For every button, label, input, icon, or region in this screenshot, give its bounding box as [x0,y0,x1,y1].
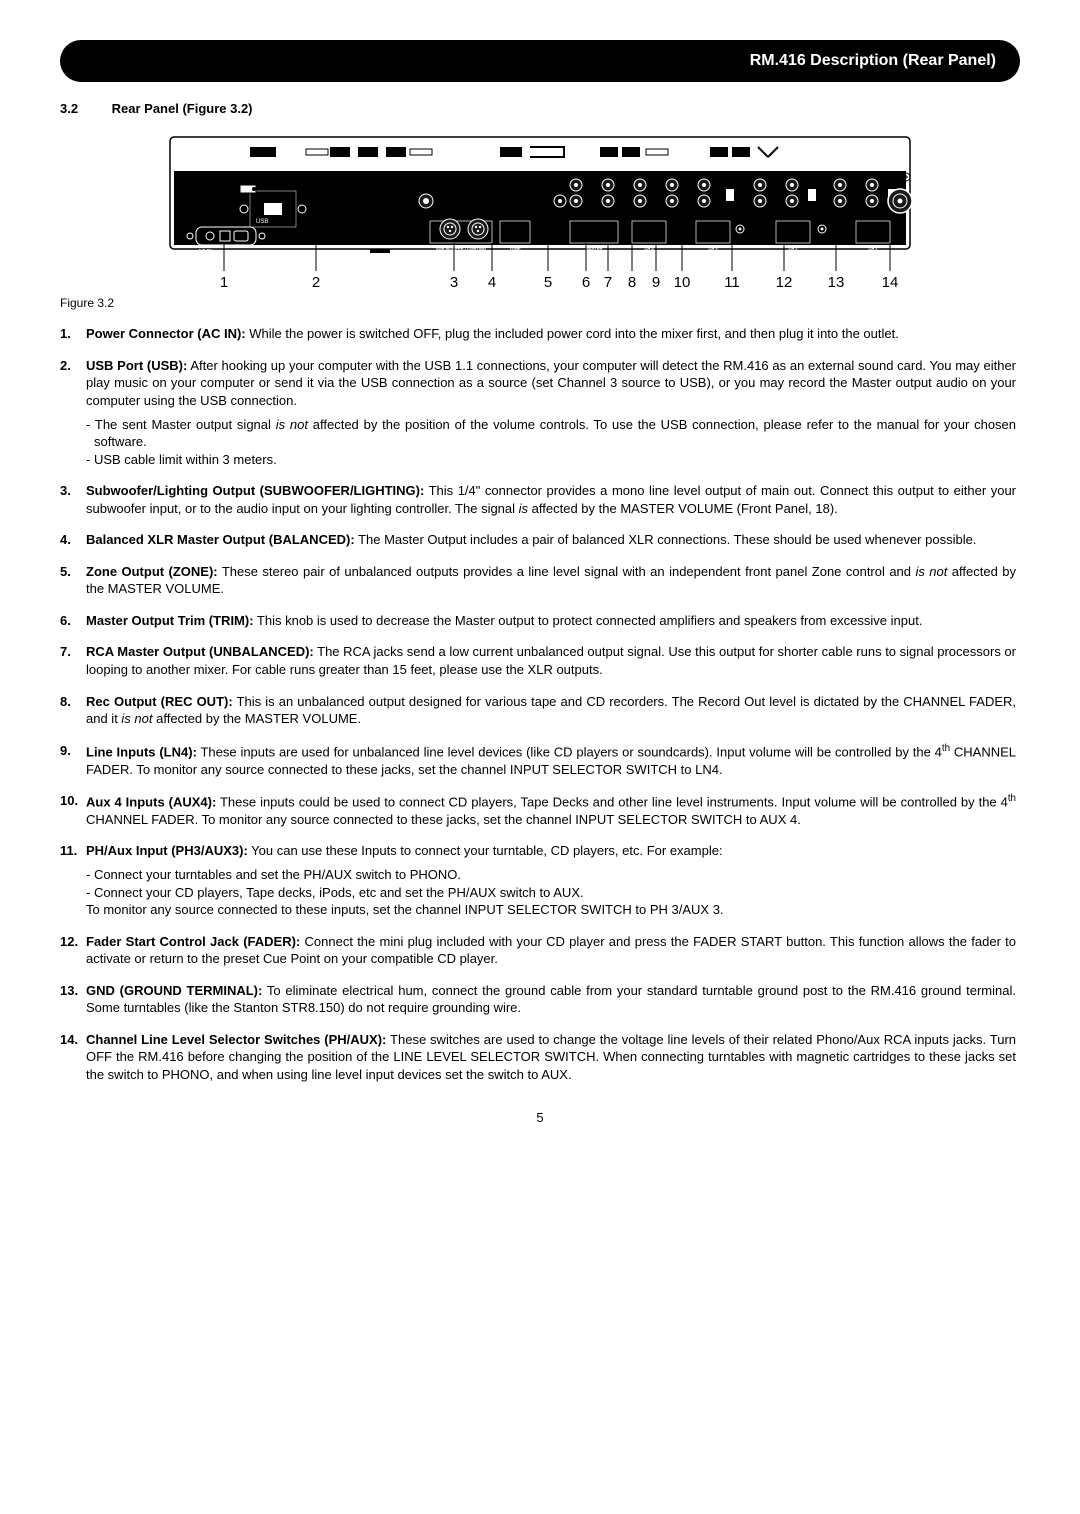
item-number: 9. [60,742,86,760]
section-paren: (Figure 3.2) [179,101,253,116]
item-number: 2. [60,357,86,375]
svg-text:7: 7 [604,274,612,291]
svg-text:CH 4: CH 4 [644,246,654,251]
item-number: 13. [60,982,86,1000]
item-body: Rec Output (REC OUT): This is an unbalan… [86,693,1016,728]
section-number: 3.2 [60,100,108,118]
list-item: 13.GND (GROUND TERMINAL): To eliminate e… [60,982,1020,1017]
item-subline: - Connect your CD players, Tape decks, i… [86,884,1016,902]
svg-text:ZONE: ZONE [509,246,520,251]
svg-text:3: 3 [450,274,458,291]
item-number: 4. [60,531,86,549]
item-number: 12. [60,933,86,951]
item-number: 1. [60,325,86,343]
svg-text:4: 4 [488,274,496,291]
item-body: Aux 4 Inputs (AUX4): These inputs could … [86,792,1016,828]
svg-text:9: 9 [652,274,660,291]
svg-text:2: 2 [312,274,320,291]
rear-panel-diagram: USB AC IN~ SUB WOOFER / LIGHTING ZONE MASTER… [130,131,950,291]
svg-text:CH 1: CH 1 [868,246,878,251]
item-number: 3. [60,482,86,500]
item-body: PH/Aux Input (PH3/AUX3): You can use the… [86,842,1016,918]
svg-text:1: 1 [220,274,228,291]
item-body: RCA Master Output (UNBALANCED): The RCA … [86,643,1016,678]
list-item: 11.PH/Aux Input (PH3/AUX3): You can use … [60,842,1020,918]
section-name: Rear Panel [112,101,179,116]
svg-text:SUB WOOFER / LIGHTING: SUB WOOFER / LIGHTING [436,246,486,251]
item-number: 10. [60,792,86,810]
svg-text:14: 14 [882,274,899,291]
item-body: Balanced XLR Master Output (BALANCED): T… [86,531,1016,549]
list-item: 1.Power Connector (AC IN): While the pow… [60,325,1020,343]
item-number: 5. [60,563,86,581]
section-title: 3.2 Rear Panel (Figure 3.2) [60,100,1020,118]
svg-text:8: 8 [628,274,636,291]
svg-text:USB: USB [256,219,268,225]
list-item: 12.Fader Start Control Jack (FADER): Con… [60,933,1020,968]
svg-text:5: 5 [544,274,552,291]
item-sublist: - Connect your turntables and set the PH… [86,866,1016,919]
page-header: RM.416 Description (Rear Panel) [60,40,1020,82]
description-list: 1.Power Connector (AC IN): While the pow… [60,325,1020,1083]
item-sublist: - The sent Master output signal is not a… [86,416,1016,469]
page-header-title: RM.416 Description (Rear Panel) [750,52,996,69]
svg-text:CH 2: CH 2 [788,246,798,251]
item-number: 14. [60,1031,86,1049]
item-number: 7. [60,643,86,661]
list-item: 2.USB Port (USB): After hooking up your … [60,357,1020,468]
svg-text:MASTER: MASTER [586,246,603,251]
list-item: 9.Line Inputs (LN4): These inputs are us… [60,742,1020,778]
svg-text:12: 12 [776,274,793,291]
item-body: USB Port (USB): After hooking up your co… [86,357,1016,468]
svg-text:11: 11 [724,274,740,291]
svg-text:13: 13 [828,274,845,291]
item-number: 6. [60,612,86,630]
item-body: Channel Line Level Selector Switches (PH… [86,1031,1016,1084]
svg-text:CH 3: CH 3 [708,246,718,251]
list-item: 10.Aux 4 Inputs (AUX4): These inputs cou… [60,792,1020,828]
list-item: 8.Rec Output (REC OUT): This is an unbal… [60,693,1020,728]
list-item: 14.Channel Line Level Selector Switches … [60,1031,1020,1084]
item-subline: - The sent Master output signal is not a… [86,416,1016,451]
svg-text:6: 6 [582,274,590,291]
svg-text:AC IN~: AC IN~ [198,249,215,255]
item-body: Line Inputs (LN4): These inputs are used… [86,742,1016,778]
item-body: Fader Start Control Jack (FADER): Connec… [86,933,1016,968]
item-number: 8. [60,693,86,711]
item-subline: - Connect your turntables and set the PH… [86,866,1016,884]
item-subline: - USB cable limit within 3 meters. [86,451,1016,469]
list-item: 7.RCA Master Output (UNBALANCED): The RC… [60,643,1020,678]
item-number: 11. [60,842,86,860]
list-item: 5.Zone Output (ZONE): These stereo pair … [60,563,1020,598]
item-subline: To monitor any source connected to these… [86,901,1016,919]
item-body: GND (GROUND TERMINAL): To eliminate elec… [86,982,1016,1017]
item-body: Zone Output (ZONE): These stereo pair of… [86,563,1016,598]
item-body: Master Output Trim (TRIM): This knob is … [86,612,1016,630]
svg-text:10: 10 [674,274,691,291]
item-body: Power Connector (AC IN): While the power… [86,325,1016,343]
page-number: 5 [60,1109,1020,1127]
list-item: 4.Balanced XLR Master Output (BALANCED):… [60,531,1020,549]
list-item: 3.Subwoofer/Lighting Output (SUBWOOFER/L… [60,482,1020,517]
item-body: Subwoofer/Lighting Output (SUBWOOFER/LIG… [86,482,1016,517]
figure-caption: Figure 3.2 [60,295,1020,311]
list-item: 6.Master Output Trim (TRIM): This knob i… [60,612,1020,630]
